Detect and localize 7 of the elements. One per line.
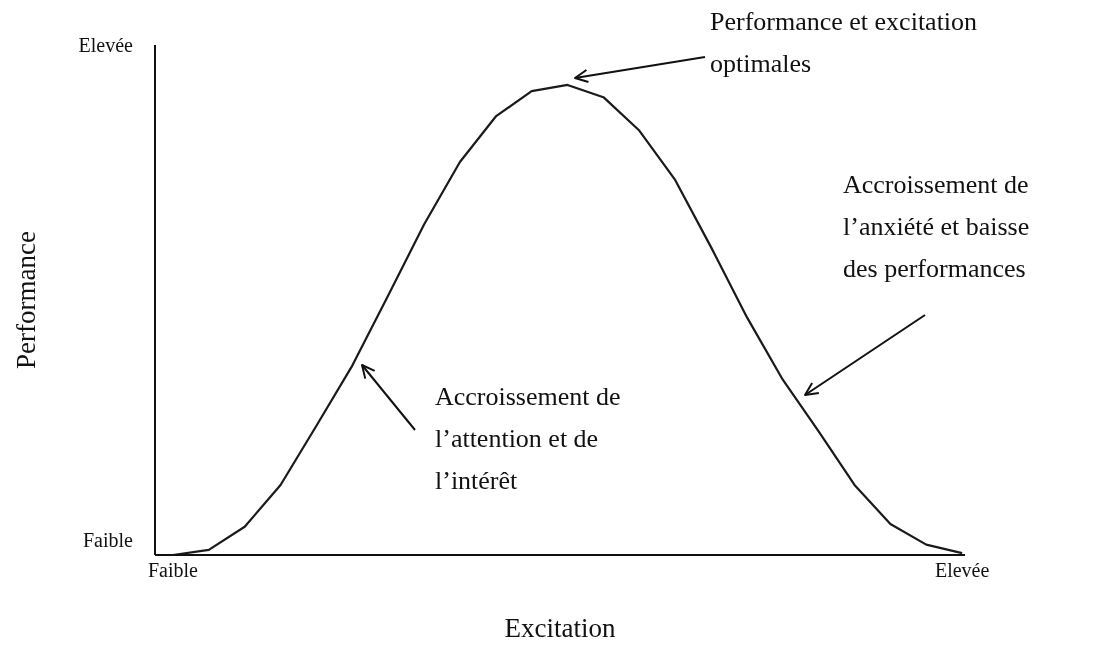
text: Elevée — [78, 34, 134, 56]
text: Performance et excitation optimales — [710, 7, 978, 78]
text: Faible — [83, 529, 134, 551]
y-axis-title: Performance — [10, 231, 41, 369]
annotation: Accroissement de l’anxiété et baisse des performances — [843, 170, 1030, 283]
annotation: Accroissement de l’attention et de l’intérêt — [435, 382, 621, 495]
x-axis-title: Excitation — [504, 613, 616, 643]
